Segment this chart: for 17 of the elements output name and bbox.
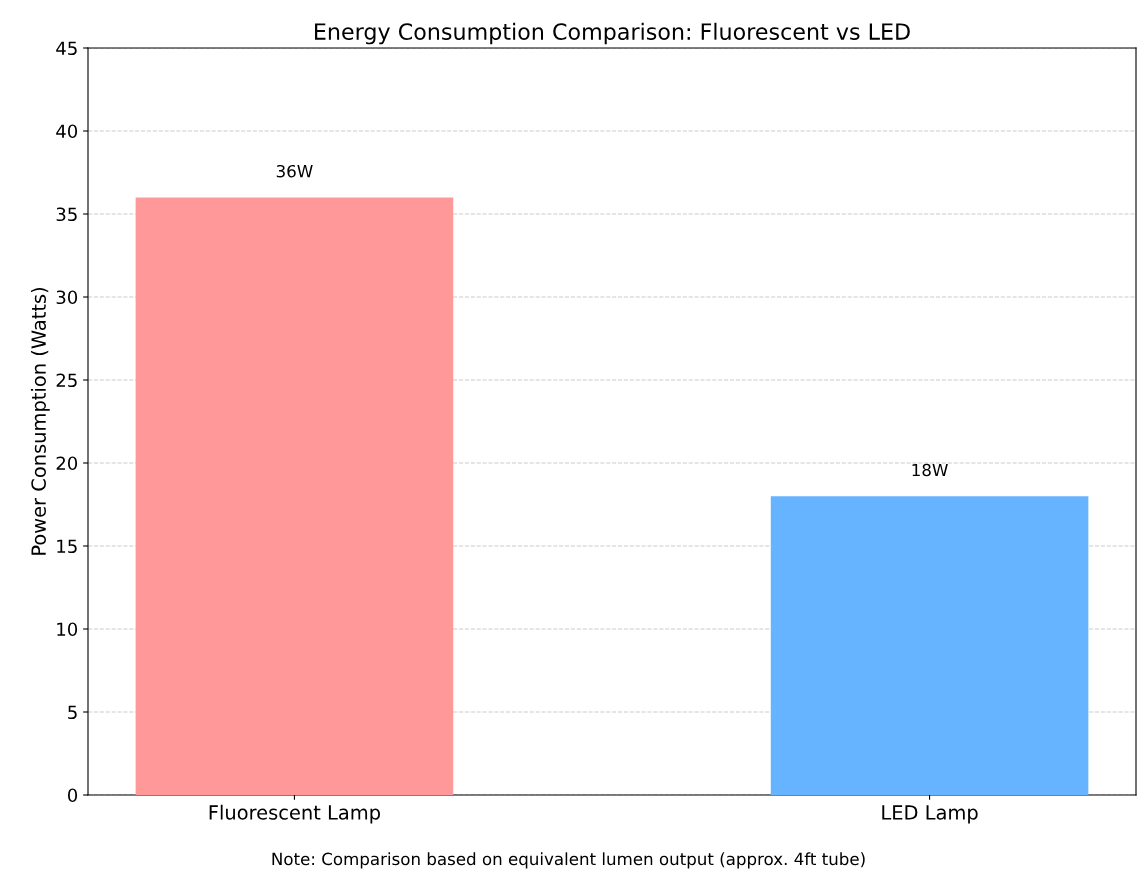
x-tick-label: LED Lamp bbox=[882, 805, 978, 824]
text: Note: Comparison based on equivalent lumen output (approx. 4ft tube) bbox=[272, 852, 865, 869]
y-axis-title: Power Consumption (Watts) bbox=[30, 287, 50, 555]
y-tick-label: 35 bbox=[56, 207, 77, 222]
data-label: 36W bbox=[276, 164, 313, 178]
y-tick-label: 0 bbox=[67, 788, 78, 803]
y-tick-label: 10 bbox=[57, 622, 78, 637]
y-tick-label: 25 bbox=[56, 373, 77, 388]
data-label: 18W bbox=[912, 463, 948, 477]
y-tick-label: 20 bbox=[56, 456, 78, 471]
y-tick-label: 5 bbox=[68, 705, 77, 720]
y-tick-label: 30 bbox=[56, 290, 78, 305]
x-tick-label: Fluorescent Lamp bbox=[209, 804, 380, 824]
y-tick-label: 45 bbox=[56, 41, 77, 56]
y-tick-label: 40 bbox=[56, 124, 78, 139]
chart-title: Energy Consumption Comparison: Fluorescent vs LED bbox=[315, 22, 910, 45]
y-tick-label: 15 bbox=[57, 539, 77, 554]
